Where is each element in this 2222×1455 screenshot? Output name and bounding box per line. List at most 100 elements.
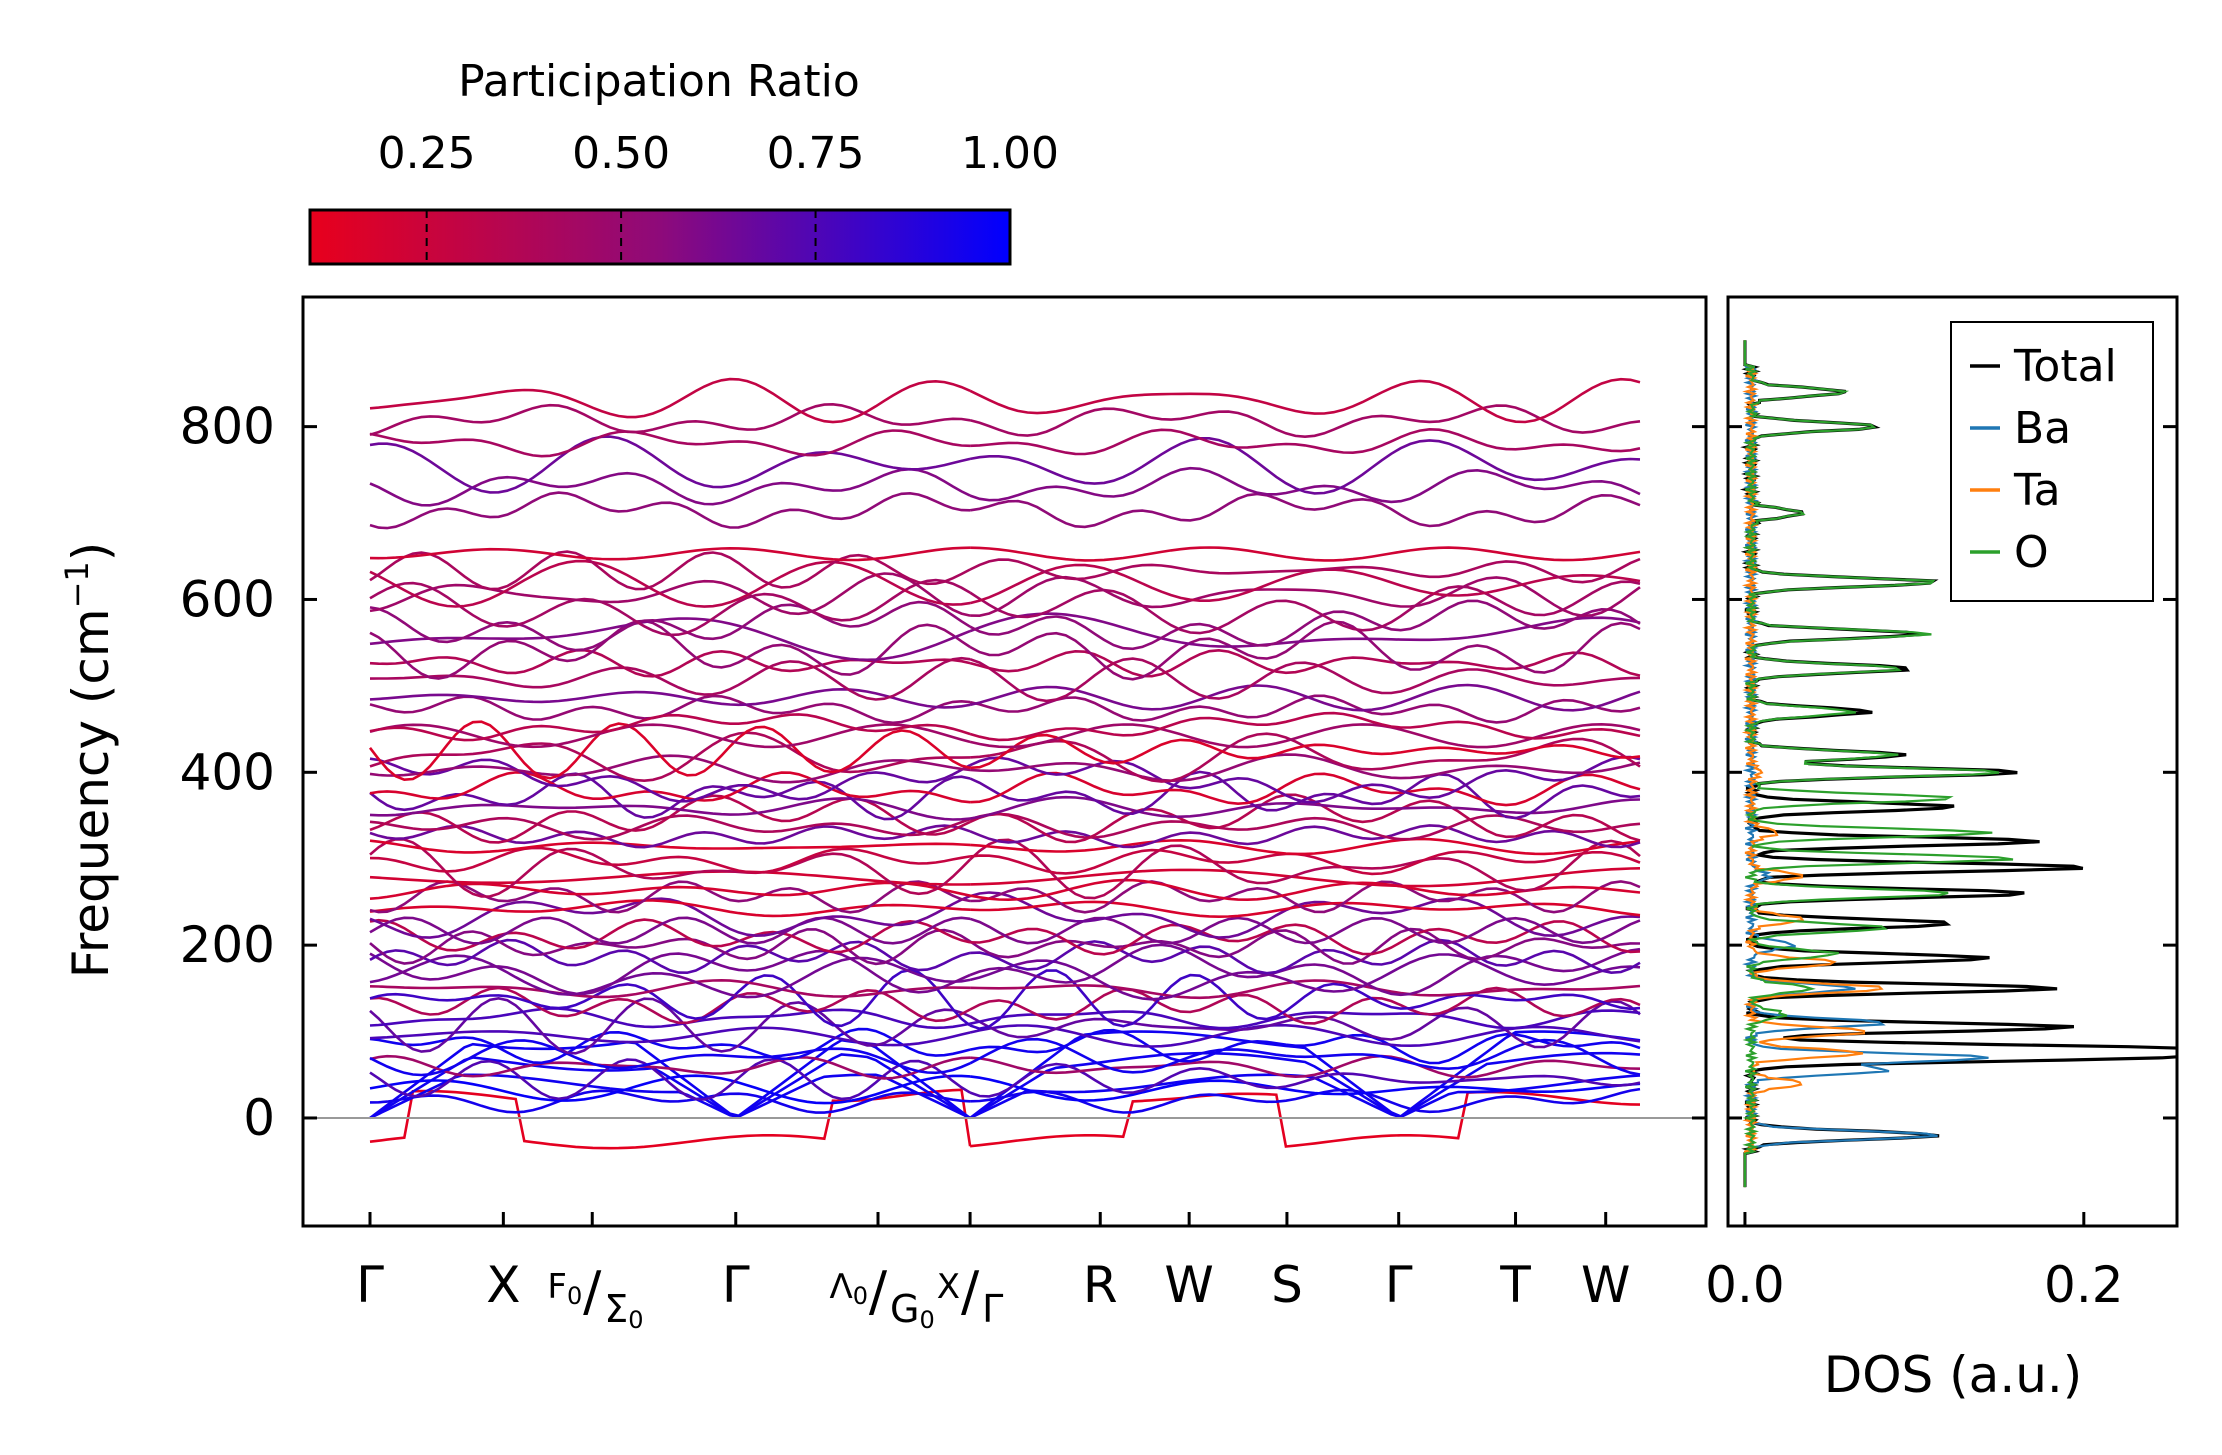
band-line-optic — [969, 437, 1641, 495]
legend-label-ba: Ba — [2014, 403, 2071, 454]
colorbar-ticks: 0.25 0.50 0.75 1.00 — [378, 128, 1059, 264]
band-line-optic — [369, 731, 971, 783]
band-line-optic — [369, 996, 971, 1055]
band-line-optic — [969, 927, 1641, 965]
x-tick-label: X / Γ — [937, 1260, 1003, 1331]
band-line-optic — [969, 466, 1641, 504]
band-line-optic — [970, 938, 1641, 975]
x-tick-label-top: Λ0 — [829, 1267, 868, 1310]
band-line-optic — [969, 563, 1641, 605]
band-line-optic — [970, 732, 1641, 783]
band-line-optic — [969, 711, 1641, 742]
legend-box — [1950, 321, 2154, 602]
band-line-optic — [369, 772, 971, 821]
band-line-optic — [369, 600, 971, 652]
band-line-optic — [969, 620, 1641, 681]
x-tick-label: Λ0/G0 — [829, 1260, 934, 1334]
legend: Total Ba Ta O — [1950, 321, 2154, 602]
band-line-optic — [369, 550, 971, 591]
x-tick-label-bottom: Σ0 — [604, 1287, 643, 1334]
band-line-optic — [369, 880, 971, 914]
band-line-optic — [369, 429, 971, 458]
band-line-optic — [369, 713, 971, 742]
x-tick-label: W — [1164, 1256, 1213, 1314]
x-tick-main: R — [1083, 1256, 1118, 1314]
band-x-ticks: Γ X F0/Σ0Γ Λ0/G0X / Γ R W S Γ T W — [356, 1212, 1630, 1334]
band-line-optic — [369, 837, 972, 898]
legend-items: Total Ba Ta O — [1970, 341, 2117, 578]
x-tick-label: R — [1083, 1256, 1118, 1314]
band-line-optic — [969, 404, 1641, 439]
y-axis-label: Frequency (cm−1) — [58, 542, 120, 979]
band-line-optic — [970, 575, 1641, 618]
legend-label-total: Total — [2013, 341, 2117, 392]
x-tick-label-top: X — [937, 1267, 960, 1307]
band-line-optic — [969, 648, 1641, 678]
band-line-optic — [969, 838, 1641, 900]
band-line-optic — [969, 580, 1641, 635]
band-line-optic — [369, 794, 971, 844]
x-tick-main: Γ — [356, 1256, 384, 1314]
colorbar-title: Participation Ratio — [458, 56, 860, 107]
band-line-optic — [969, 755, 1641, 804]
band-line-optic — [369, 839, 971, 854]
band-line-optic — [969, 1075, 1641, 1102]
band-line-optic — [369, 899, 971, 918]
band-line-optic — [369, 648, 971, 678]
dos-lines — [1739, 340, 2177, 1188]
x-tick-label: F0/Σ0 — [547, 1260, 643, 1334]
y-axis-label-superscript: −1 — [58, 561, 96, 608]
band-line-optic — [369, 846, 971, 874]
colorbar-tick-label: 1.00 — [961, 128, 1059, 179]
dos-x-axis-label: DOS (a.u.) — [1824, 1346, 2083, 1404]
band-line-optic — [369, 559, 971, 608]
band-line-optic — [970, 753, 1641, 783]
y-axis-label-close: ) — [62, 542, 120, 562]
colorbar: Participation Ratio 0.25 0.50 0.75 1.00 — [308, 56, 1059, 266]
band-line-optic — [969, 1009, 1641, 1030]
band-line-optic — [369, 918, 971, 954]
band-line-optic — [969, 657, 1641, 703]
band-line-optic — [369, 978, 971, 999]
band-line-optic — [970, 1054, 1641, 1079]
band-line-optic — [969, 770, 1641, 820]
band-line-optic — [369, 916, 971, 945]
x-tick-tail-sub: 0 — [628, 1306, 643, 1334]
x-tick-label: T — [1499, 1256, 1531, 1314]
colorbar-tick-label: 0.50 — [572, 128, 670, 179]
band-line-optic — [369, 1089, 971, 1114]
legend-label-o: O — [2014, 527, 2049, 578]
band-line-optic — [970, 733, 1641, 770]
colorbar-tick-label: 0.25 — [378, 128, 476, 179]
band-line-optic — [369, 757, 971, 803]
band-line-optic — [969, 377, 1641, 424]
band-line-optic — [969, 1037, 1641, 1076]
band-line-optic — [969, 999, 1641, 1049]
x-tick-main: W — [1581, 1256, 1630, 1314]
x-tick-label: W — [1581, 1256, 1630, 1314]
band-line-optic — [369, 771, 971, 804]
band-line-optic — [369, 546, 971, 562]
band-line-optic — [969, 599, 1641, 651]
y-axis-label-main: Frequency (cm — [62, 608, 120, 978]
y-tick-label: 400 — [180, 743, 275, 801]
band-line-optic — [969, 953, 1641, 1001]
band-line-optic — [969, 986, 1641, 1025]
band-line-optic — [369, 894, 971, 939]
band-line-optic — [369, 1027, 971, 1065]
dos-panel: 0.0 0.2 DOS (a.u.) Total Ba Ta O — [1705, 295, 2179, 1404]
band-line-optic — [969, 1028, 1641, 1065]
band-line-optic — [970, 880, 1641, 914]
x-tick-label-top: F0 — [547, 1267, 582, 1310]
x-tick-main: T — [1499, 1256, 1531, 1314]
x-tick-main: Γ — [722, 1256, 750, 1314]
x-tick-label: Γ — [356, 1256, 384, 1314]
band-line-optic — [369, 572, 971, 617]
band-line-optic — [369, 881, 971, 900]
x-tick-main: Γ — [1385, 1256, 1413, 1314]
band-line-optic — [969, 722, 1641, 749]
band-axes-frame — [301, 295, 1708, 1228]
x-tick-main: Λ — [829, 1267, 852, 1307]
band-lines — [368, 377, 1641, 1150]
